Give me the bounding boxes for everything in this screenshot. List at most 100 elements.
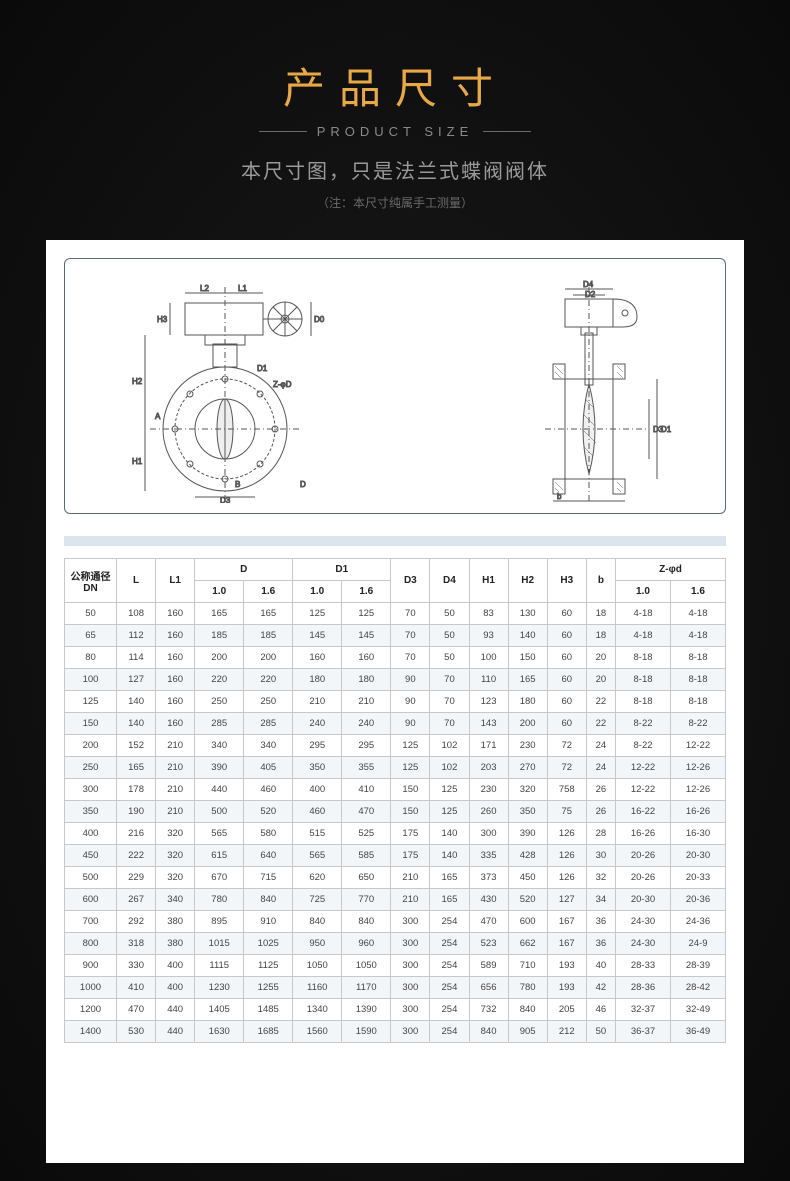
table-cell: 230 <box>508 735 547 757</box>
diagram-side-view: D4 D2 D3 D1 b <box>505 269 685 503</box>
table-cell: 200 <box>65 735 117 757</box>
table-cell: 28 <box>586 823 615 845</box>
table-cell: 46 <box>586 999 615 1021</box>
table-cell: 250 <box>195 691 244 713</box>
table-row: 1400530440163016851560159030025484090521… <box>65 1021 726 1043</box>
table-cell: 28-36 <box>616 977 671 999</box>
table-cell: 93 <box>469 625 508 647</box>
table-cell: 254 <box>430 933 469 955</box>
th-d1-16: 1.6 <box>342 581 391 603</box>
table-cell: 780 <box>508 977 547 999</box>
table-cell: 24-30 <box>616 933 671 955</box>
table-cell: 167 <box>547 911 586 933</box>
table-cell: 34 <box>586 889 615 911</box>
table-cell: 22 <box>586 691 615 713</box>
table-cell: 440 <box>156 999 195 1021</box>
diagram-box: L2 L1 D0 H3 D1 Z-φD H2 H1 A D3 D B <box>64 258 726 514</box>
table-cell: 960 <box>342 933 391 955</box>
table-cell: 100 <box>469 647 508 669</box>
table-cell: 910 <box>244 911 293 933</box>
table-cell: 165 <box>430 867 469 889</box>
table-cell: 150 <box>65 713 117 735</box>
table-cell: 905 <box>508 1021 547 1043</box>
table-cell: 150 <box>508 647 547 669</box>
table-cell: 160 <box>156 669 195 691</box>
table-row: 8003183801015102595096030025452366216736… <box>65 933 726 955</box>
table-cell: 36-37 <box>616 1021 671 1043</box>
table-cell: 410 <box>117 977 156 999</box>
table-cell: 160 <box>156 713 195 735</box>
table-cell: 1050 <box>342 955 391 977</box>
table-cell: 1230 <box>195 977 244 999</box>
table-cell: 1400 <box>65 1021 117 1043</box>
table-cell: 300 <box>391 1021 430 1043</box>
table-cell: 900 <box>65 955 117 977</box>
table-cell: 60 <box>547 691 586 713</box>
table-cell: 340 <box>195 735 244 757</box>
table-cell: 126 <box>547 845 586 867</box>
table-cell: 895 <box>195 911 244 933</box>
table-cell: 180 <box>342 669 391 691</box>
table-cell: 130 <box>508 603 547 625</box>
table-cell: 12-22 <box>670 735 725 757</box>
table-cell: 460 <box>293 801 342 823</box>
table-cell: 16-22 <box>616 801 671 823</box>
table-cell: 405 <box>244 757 293 779</box>
table-cell: 60 <box>547 647 586 669</box>
table-cell: 565 <box>293 845 342 867</box>
table-cell: 254 <box>430 911 469 933</box>
table-cell: 300 <box>65 779 117 801</box>
svg-text:b: b <box>557 492 562 501</box>
note: （注：本尺寸纯属手工测量） <box>0 194 790 211</box>
table-cell: 72 <box>547 735 586 757</box>
table-cell: 18 <box>586 603 615 625</box>
table-cell: 520 <box>508 889 547 911</box>
table-cell: 140 <box>117 713 156 735</box>
table-cell: 650 <box>342 867 391 889</box>
table-cell: 589 <box>469 955 508 977</box>
table-cell: 300 <box>391 911 430 933</box>
table-cell: 260 <box>469 801 508 823</box>
table-cell: 300 <box>391 977 430 999</box>
table-cell: 210 <box>156 779 195 801</box>
divider-left <box>259 131 307 132</box>
table-cell: 12-26 <box>670 779 725 801</box>
table-row: 1000410400123012551160117030025465678019… <box>65 977 726 999</box>
table-row: 350190210500520460470150125260350752616-… <box>65 801 726 823</box>
svg-text:A: A <box>155 412 161 421</box>
svg-text:B: B <box>235 480 240 489</box>
content-panel: L2 L1 D0 H3 D1 Z-φD H2 H1 A D3 D B <box>46 240 744 1163</box>
table-cell: 1590 <box>342 1021 391 1043</box>
table-cell: 160 <box>156 603 195 625</box>
table-cell: 210 <box>391 889 430 911</box>
svg-text:D4: D4 <box>583 280 594 289</box>
table-cell: 70 <box>391 603 430 625</box>
table-cell: 143 <box>469 713 508 735</box>
subtitle: 本尺寸图，只是法兰式蝶阀阀体 <box>0 155 790 184</box>
table-cell: 70 <box>430 713 469 735</box>
table-cell: 295 <box>342 735 391 757</box>
table-cell: 1340 <box>293 999 342 1021</box>
table-cell: 240 <box>293 713 342 735</box>
table-cell: 1170 <box>342 977 391 999</box>
table-cell: 350 <box>65 801 117 823</box>
table-cell: 50 <box>430 625 469 647</box>
th-b: b <box>586 559 615 603</box>
table-cell: 127 <box>117 669 156 691</box>
table-cell: 710 <box>508 955 547 977</box>
table-cell: 585 <box>342 845 391 867</box>
table-cell: 210 <box>156 757 195 779</box>
table-cell: 112 <box>117 625 156 647</box>
table-cell: 1015 <box>195 933 244 955</box>
table-row: 4002163205655805155251751403003901262816… <box>65 823 726 845</box>
table-row: 3001782104404604004101501252303207582612… <box>65 779 726 801</box>
table-cell: 70 <box>391 647 430 669</box>
table-row: 125140160250250210210907012318060228-188… <box>65 691 726 713</box>
table-cell: 380 <box>156 933 195 955</box>
table-cell: 140 <box>430 823 469 845</box>
table-cell: 320 <box>156 867 195 889</box>
table-cell: 1560 <box>293 1021 342 1043</box>
table-cell: 127 <box>547 889 586 911</box>
table-cell: 36 <box>586 933 615 955</box>
table-cell: 300 <box>469 823 508 845</box>
